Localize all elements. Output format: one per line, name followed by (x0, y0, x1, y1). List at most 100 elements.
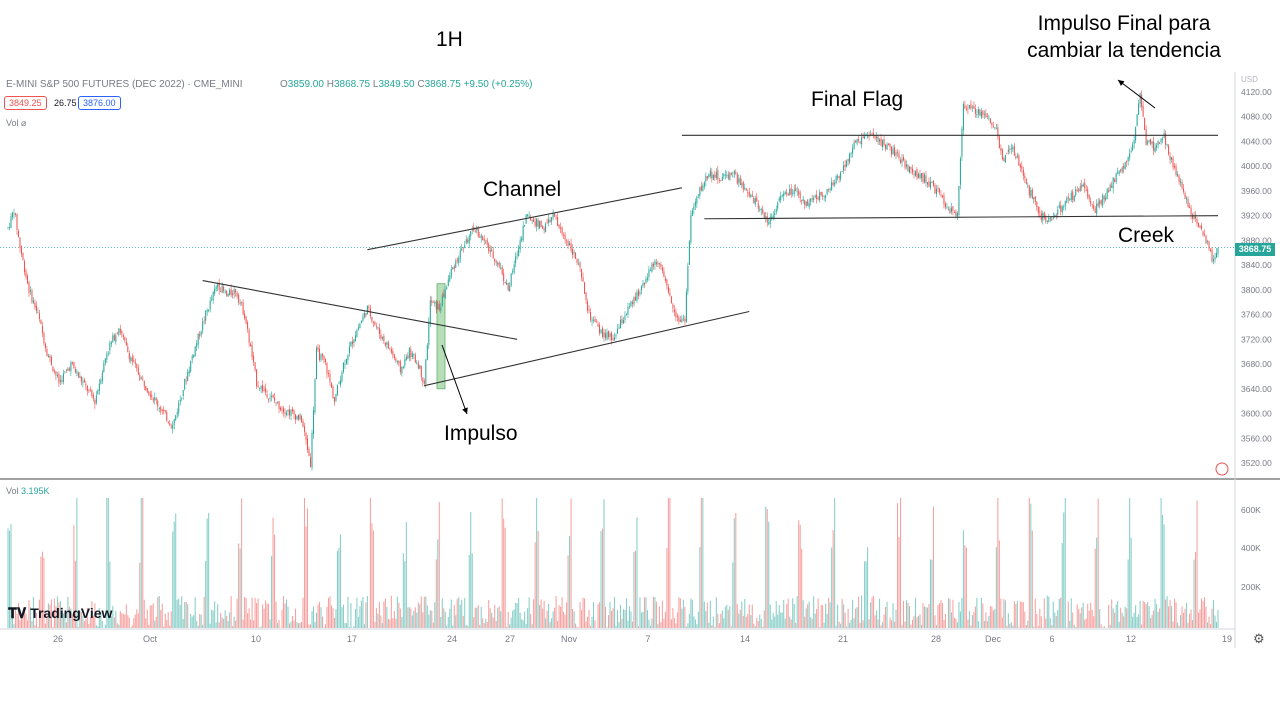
candle-body (1175, 166, 1177, 176)
candle-body (1105, 197, 1107, 201)
tradingview-logo[interactable]: 𝐓𝐕 TradingView (8, 605, 112, 622)
candle-body (157, 400, 159, 407)
volume-bar (362, 596, 364, 628)
volume-bar (151, 605, 153, 628)
candle-body (780, 195, 782, 201)
candle-body (609, 333, 611, 338)
volume-bar (11, 612, 14, 628)
candle-body (645, 278, 647, 284)
volume-bar (498, 606, 500, 628)
candle-body (624, 315, 626, 320)
candle-body (796, 191, 798, 193)
volume-bar (730, 626, 732, 628)
candle-body (965, 108, 967, 110)
volume-bar (402, 553, 404, 628)
volume-bar (822, 605, 824, 628)
candle-body (384, 342, 386, 346)
volume-bar (1205, 606, 1207, 628)
buy-price-button[interactable]: 3876.00 (78, 96, 121, 110)
candle-body (101, 372, 103, 382)
candle-body (1117, 172, 1119, 174)
volume-bar (1093, 616, 1095, 628)
gear-icon[interactable]: ⚙ (1253, 631, 1265, 646)
candle-body (1087, 189, 1089, 197)
volume-bar (1111, 599, 1113, 628)
volume-bar (94, 603, 96, 628)
candle-body (312, 410, 315, 435)
volume-bar (621, 618, 623, 628)
volume-bar (142, 498, 144, 628)
tradingview-logo-icon: 𝐓𝐕 (8, 605, 27, 621)
sell-price-button[interactable]: 3849.25 (4, 96, 47, 110)
candle-body (1088, 195, 1090, 200)
eye-off-icon[interactable]: ⌀ (21, 118, 27, 128)
volume-bar (1063, 512, 1065, 628)
candle-body (510, 273, 512, 286)
volume-bar (326, 606, 328, 628)
volume-bar (956, 622, 958, 628)
volume-legend[interactable]: Vol ⌀ (6, 118, 26, 129)
volume-bar (751, 604, 753, 628)
volume-bar (1021, 601, 1023, 628)
candle-body (983, 113, 985, 115)
volume-bar (1018, 627, 1020, 628)
volume-bar (766, 508, 768, 628)
candle-body (441, 295, 443, 307)
candle-body (262, 384, 264, 392)
volume-bar (738, 613, 740, 628)
volume-bar (1025, 624, 1027, 628)
volume-bar (100, 612, 102, 628)
currency-label[interactable]: USD (1241, 75, 1258, 84)
candle-body (41, 325, 43, 333)
candle-body (342, 362, 344, 373)
volume-bar (1082, 602, 1084, 628)
volume-bar (905, 600, 908, 628)
candle-body (925, 175, 927, 183)
candle-body (25, 270, 27, 277)
volume-bar (1177, 622, 1179, 628)
volume-bar (347, 596, 349, 628)
candle-body (501, 266, 503, 275)
candle-body (530, 216, 532, 221)
candle-body (1160, 138, 1162, 143)
candle-body (1144, 117, 1146, 130)
volume-bar (302, 597, 304, 628)
candle-body (1180, 181, 1182, 183)
volume-bar (898, 537, 900, 628)
volume-bar (1097, 498, 1099, 628)
candle-body (1024, 175, 1026, 179)
volume-bar (762, 626, 764, 628)
volume-bar (546, 610, 548, 628)
candle-body (1013, 146, 1015, 156)
volume-bar (149, 605, 151, 628)
candle-body (1093, 205, 1095, 209)
symbol-title: E-MINI S&P 500 FUTURES (DEC 2022) · CME_… (6, 79, 243, 90)
x-tick-label: 28 (931, 634, 941, 644)
volume-bar (531, 624, 533, 628)
candle-body (158, 408, 160, 409)
candle-body (353, 339, 355, 344)
volume-bar (895, 609, 897, 628)
volume-bar (834, 498, 836, 628)
candle-body (771, 216, 773, 218)
candle-body (417, 363, 419, 369)
candle-body (1154, 147, 1156, 153)
volume-bar (750, 615, 752, 628)
candle-body (744, 187, 746, 190)
candle-body (443, 293, 445, 297)
volume-bar (1196, 500, 1198, 628)
candle-body (453, 266, 455, 270)
candle-body (239, 302, 241, 304)
candle-body (952, 206, 954, 211)
volume-bar (429, 610, 431, 628)
candle-body (19, 237, 21, 248)
candle-body (1174, 165, 1176, 168)
candle-body (871, 133, 873, 135)
volume-bar (106, 498, 108, 628)
volume-bar (1118, 621, 1120, 628)
volume-bar (315, 612, 318, 628)
volume-bar (1037, 626, 1039, 628)
candle-body (894, 147, 896, 157)
candle-body (148, 391, 150, 394)
volume-bar (968, 610, 970, 628)
